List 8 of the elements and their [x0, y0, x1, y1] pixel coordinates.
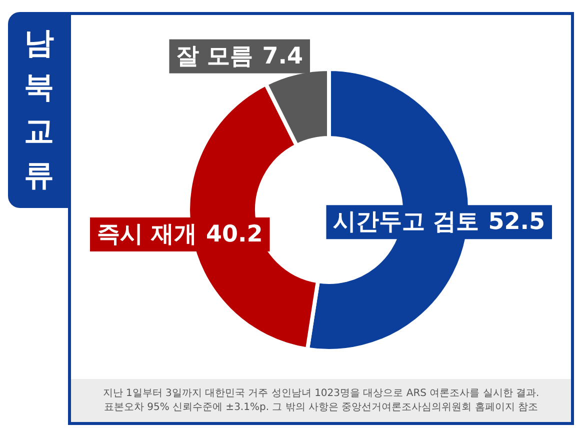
- data-label: 52.5: [488, 209, 545, 236]
- slice-label: 시간두고 검토: [333, 209, 480, 236]
- text: 남북교류: [23, 25, 55, 195]
- text: 지난 1일부터 3일까지 대한민국 거주 성인남녀 1023명을 대상으로 ARS 여론조사를 실시한 결과. 표본오차 95% 신뢰수준에 ±3.1%p. 그 밖의 사항은 중앙선거여론조사심의위원회 홈페이지 참조: [102, 386, 540, 414]
- slice-label: 즉시 재개: [97, 221, 198, 248]
- data-label: 40.2: [206, 221, 263, 248]
- slice-label: 잘 모름: [176, 43, 254, 70]
- data-label: 7.4: [262, 43, 303, 70]
